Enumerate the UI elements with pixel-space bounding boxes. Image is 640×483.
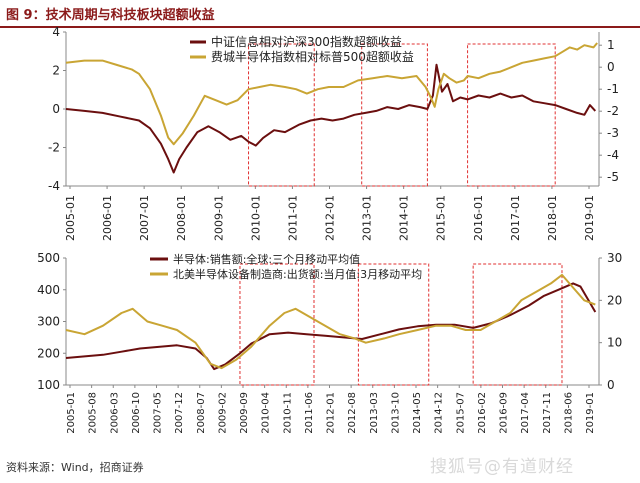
right-tick-label: 20 — [607, 293, 622, 307]
x-tick-label: 2011-06 — [304, 392, 315, 434]
x-tick-label: 2015-07 — [455, 392, 466, 434]
series-line-gold — [65, 273, 596, 370]
source-note: 资料来源：Wind，招商证券 — [6, 461, 144, 474]
x-tick-label: 2017-01 — [509, 195, 522, 241]
x-tick-label: 2016-09 — [499, 392, 510, 434]
x-tick-label: 2012-08 — [347, 392, 358, 434]
left-tick-label: 500 — [37, 251, 60, 265]
right-tick-label: 0 — [607, 378, 615, 392]
x-tick-label: 2007-05 — [153, 392, 164, 434]
x-tick-label: 2018-06 — [563, 392, 574, 434]
x-tick-label: 2008-01 — [175, 195, 188, 241]
highlight-period-box — [467, 43, 556, 187]
x-tick-label: 2013-10 — [390, 392, 401, 434]
left-tick-label: 0 — [52, 102, 60, 116]
highlight-period-box — [248, 43, 315, 187]
title-rule — [0, 26, 640, 28]
left-tick-label: 200 — [37, 346, 60, 360]
x-tick-label: 2006-03 — [109, 392, 120, 434]
legend-label: 北美半导体设备制造商:出货额:当月值:3月移动平均 — [173, 267, 422, 281]
x-tick-label: 2017-11 — [542, 392, 553, 434]
x-tick-label: 2006-01 — [101, 195, 114, 241]
highlight-period-box — [361, 43, 428, 187]
right-tick-label: 30 — [607, 251, 622, 265]
x-tick-label: 2016-02 — [477, 392, 488, 434]
figure-title: 图 9：技术周期与科技板块超额收益 — [6, 8, 215, 23]
x-tick-label: 2012-01 — [326, 392, 337, 434]
x-tick-label: 2013-01 — [361, 195, 374, 241]
x-tick-label: 2006-10 — [131, 392, 142, 434]
left-tick-label: 300 — [37, 315, 60, 329]
series-line-dark — [65, 63, 597, 174]
right-tick-label: 10 — [607, 336, 622, 350]
x-tick-label: 2014-01 — [398, 195, 411, 241]
x-tick-label: 2014-05 — [412, 392, 423, 434]
left-tick-label: 2 — [52, 64, 60, 78]
left-tick-label: 100 — [37, 378, 60, 392]
right-tick-label: 0 — [607, 60, 615, 74]
watermark: 搜狐号@有道财经 — [430, 457, 574, 477]
x-tick-label: 2010-01 — [249, 195, 262, 241]
x-tick-label: 2010-04 — [261, 392, 272, 434]
x-tick-label: 2007-01 — [138, 195, 151, 241]
x-tick-label: 2005-01 — [66, 392, 77, 434]
right-tick-label: 1 — [607, 38, 615, 52]
x-tick-label: 2007-12 — [174, 392, 185, 434]
x-tick-label: 2014-12 — [434, 392, 445, 434]
right-tick-label: -3 — [607, 126, 619, 140]
legend-label: 半导体:销售额:全球:三个月移动平均值 — [173, 252, 360, 266]
highlight-period-box — [357, 263, 430, 386]
right-tick-label: -5 — [607, 170, 619, 184]
x-tick-label: 2008-07 — [196, 392, 207, 434]
x-tick-label: 2018-01 — [546, 195, 559, 241]
highlight-period-box — [239, 263, 315, 386]
left-tick-label: -2 — [48, 141, 60, 155]
x-tick-label: 2009-09 — [239, 392, 250, 434]
series-line-gold — [65, 42, 598, 146]
x-tick-label: 2009-02 — [217, 392, 228, 434]
x-tick-label: 2015-01 — [435, 195, 448, 241]
left-tick-label: 400 — [37, 283, 60, 297]
x-tick-label: 2005-08 — [88, 392, 99, 434]
x-tick-label: 2019-01 — [585, 392, 596, 434]
left-tick-label: 4 — [52, 25, 60, 39]
legend-label: 费城半导体指数相对标普500超额收益 — [211, 49, 414, 64]
x-tick-label: 2017-04 — [520, 392, 531, 434]
series-line-dark — [65, 282, 597, 371]
x-tick-label: 2012-01 — [324, 195, 337, 241]
right-tick-label: -4 — [607, 148, 619, 162]
x-tick-label: 2005-01 — [64, 195, 77, 241]
x-tick-label: 2010-11 — [282, 392, 293, 434]
x-tick-label: 2016-01 — [472, 195, 485, 241]
x-tick-label: 2011-01 — [286, 195, 299, 241]
left-tick-label: -4 — [48, 179, 60, 193]
legend-label: 中证信息相对沪深300指数超额收益 — [211, 34, 402, 49]
x-tick-label: 2009-01 — [212, 195, 225, 241]
right-tick-label: -1 — [607, 82, 619, 96]
right-tick-label: -2 — [607, 104, 619, 118]
x-tick-label: 2013-03 — [369, 392, 380, 434]
x-tick-label: 2019-01 — [583, 195, 596, 241]
